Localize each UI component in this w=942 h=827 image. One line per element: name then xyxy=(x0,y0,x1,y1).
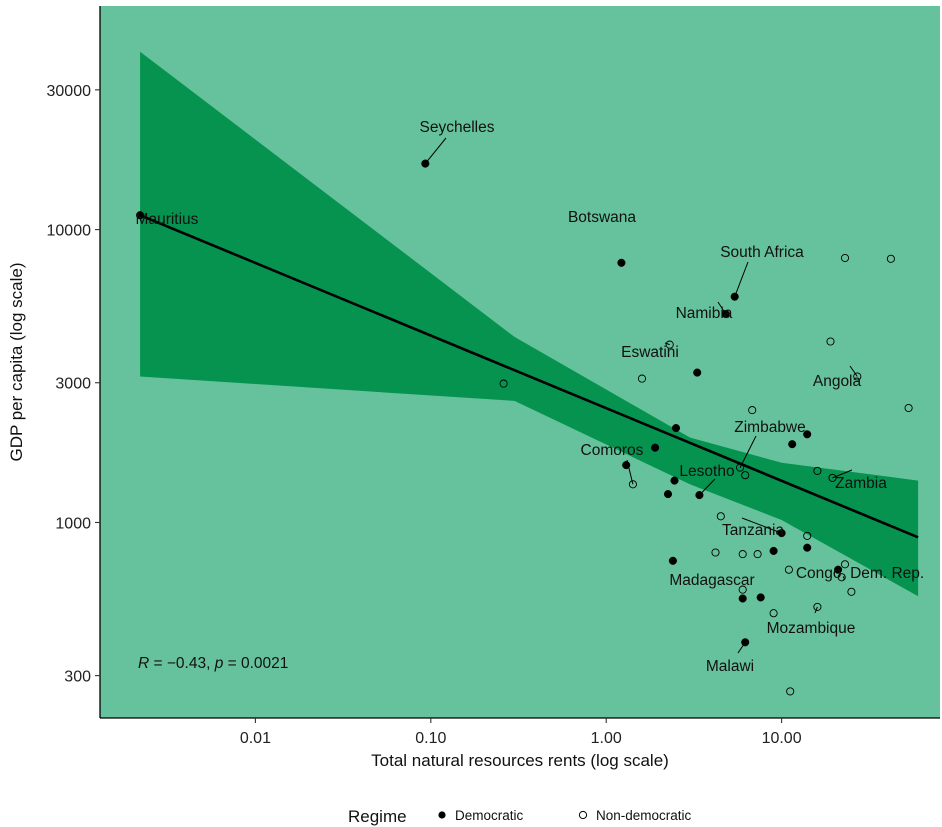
non-democratic-point xyxy=(904,403,913,413)
r-value: = −0.43, xyxy=(149,655,215,672)
label-leader-eswatini xyxy=(664,342,670,346)
x-tick-label: 0.01 xyxy=(240,730,271,747)
y-tick-label: 3000 xyxy=(55,376,91,393)
point-label-namibia: Namibia xyxy=(676,305,733,322)
democratic-point xyxy=(769,546,778,555)
regression-line xyxy=(139,213,919,539)
confidence-band xyxy=(140,51,919,597)
legend-non-democratic-label: Non-democratic xyxy=(596,808,692,823)
legend-non-democratic-marker xyxy=(578,810,588,820)
democratic-point xyxy=(803,430,812,439)
non-democratic-point-angola xyxy=(853,372,862,381)
democratic-point xyxy=(788,440,797,449)
legend-democratic-marker xyxy=(438,811,446,819)
non-democratic-point xyxy=(711,548,720,557)
non-democratic-point-eswatini xyxy=(665,340,674,349)
point-label-angola: Angola xyxy=(813,373,862,390)
non-democratic-point-zimbabwe xyxy=(736,463,745,472)
non-democratic-point xyxy=(786,687,795,696)
x-tick-label: 1.00 xyxy=(591,730,622,747)
label-leader-lesotho xyxy=(699,478,716,496)
non-democratic-point xyxy=(840,560,850,569)
non-democratic-point xyxy=(748,406,757,415)
y-axis-title: GDP per capita (log scale) xyxy=(7,262,26,461)
point-label-malawi: Malawi xyxy=(706,658,754,675)
non-democratic-point xyxy=(738,585,747,594)
correlation-annotation: R = −0.43, p = 0.0021 xyxy=(138,655,288,672)
non-democratic-point xyxy=(769,609,778,618)
non-democratic-point xyxy=(741,471,750,480)
p-symbol: p xyxy=(214,655,224,672)
point-label-eswatini: Eswatini xyxy=(621,344,679,361)
point-label-seychelles: Seychelles xyxy=(420,119,495,136)
point-label-lesotho: Lesotho xyxy=(679,463,734,480)
democratic-point xyxy=(663,490,673,499)
non-democratic-point xyxy=(784,565,793,574)
non-democratic-point xyxy=(837,573,846,582)
non-democratic-point xyxy=(813,466,822,475)
democratic-point-madagascar xyxy=(738,594,747,603)
non-democratic-point xyxy=(753,550,762,559)
label-leader-malawi xyxy=(737,642,746,654)
x-tick-label: 0.10 xyxy=(415,730,446,747)
y-tick-label: 30000 xyxy=(47,83,92,100)
non-democratic-point-zambia xyxy=(828,473,837,482)
point-label-comoros: Comoros xyxy=(581,442,644,459)
non-democratic-point xyxy=(840,253,850,263)
point-labels-layer: Mauritius Seychelles Botswana South Africa N… xyxy=(136,119,925,675)
y-tick-label: 300 xyxy=(64,669,91,686)
y-tick-label: 10000 xyxy=(47,223,92,240)
label-leader-namibia xyxy=(717,301,727,315)
point-label-congo-dem-rep: Congo, Dem. Rep. xyxy=(796,565,924,582)
axes-layer: 0.01 0.10 1.00 10.00 300 1000 3000 10000 30000 xyxy=(47,6,940,747)
democratic-point-mauritius xyxy=(136,211,145,220)
non-democratic-point xyxy=(637,374,647,383)
democratic-point xyxy=(693,368,702,377)
point-label-mauritius: Mauritius xyxy=(136,211,199,228)
democratic-point xyxy=(670,476,679,485)
data-points-layer xyxy=(136,159,913,696)
democratic-point xyxy=(671,424,681,433)
label-leader-zambia xyxy=(832,469,853,479)
label-leader-zimbabwe xyxy=(739,435,757,468)
non-democratic-point xyxy=(499,379,508,388)
point-label-madagascar: Madagascar xyxy=(669,572,754,589)
regression-line-layer xyxy=(139,213,919,539)
r-symbol: R xyxy=(138,655,149,672)
point-label-tanzania: Tanzania xyxy=(722,522,784,539)
x-tick-label: 10.00 xyxy=(762,730,802,747)
point-label-zambia: Zambia xyxy=(835,475,887,492)
legend-title: Regime xyxy=(348,807,407,826)
non-democratic-point-comoros xyxy=(628,480,637,489)
y-tick-label: 1000 xyxy=(55,515,91,532)
label-leader-tanzania xyxy=(741,517,782,534)
democratic-point xyxy=(803,543,812,552)
democratic-point xyxy=(668,556,677,565)
point-label-mozambique: Mozambique xyxy=(767,620,856,637)
label-leader-mozambique xyxy=(814,606,818,614)
label-leader-comoros xyxy=(626,459,634,485)
label-leader-seychelles xyxy=(424,137,447,164)
non-democratic-point xyxy=(738,550,747,559)
legend: Regime Democratic Non-democratic xyxy=(348,807,692,826)
x-axis-title: Total natural resources rents (log scale… xyxy=(371,751,669,770)
democratic-point xyxy=(756,593,765,602)
point-label-zimbabwe: Zimbabwe xyxy=(734,419,806,436)
confidence-band-layer xyxy=(140,51,919,597)
democratic-point-botswana xyxy=(617,258,626,267)
legend-democratic-label: Democratic xyxy=(455,808,524,823)
label-leader-angola xyxy=(849,365,858,377)
p-value: = 0.0021 xyxy=(223,655,288,672)
point-label-south-africa: South Africa xyxy=(720,244,804,261)
non-democratic-point xyxy=(886,254,895,263)
non-democratic-point xyxy=(803,531,812,540)
non-democratic-point xyxy=(716,512,725,521)
non-democratic-point-mozambique xyxy=(813,602,822,611)
point-label-botswana: Botswana xyxy=(568,209,636,226)
non-democratic-point xyxy=(826,337,835,346)
non-democratic-point xyxy=(847,587,856,596)
label-leader-south-africa xyxy=(734,261,749,297)
democratic-point xyxy=(651,443,660,452)
